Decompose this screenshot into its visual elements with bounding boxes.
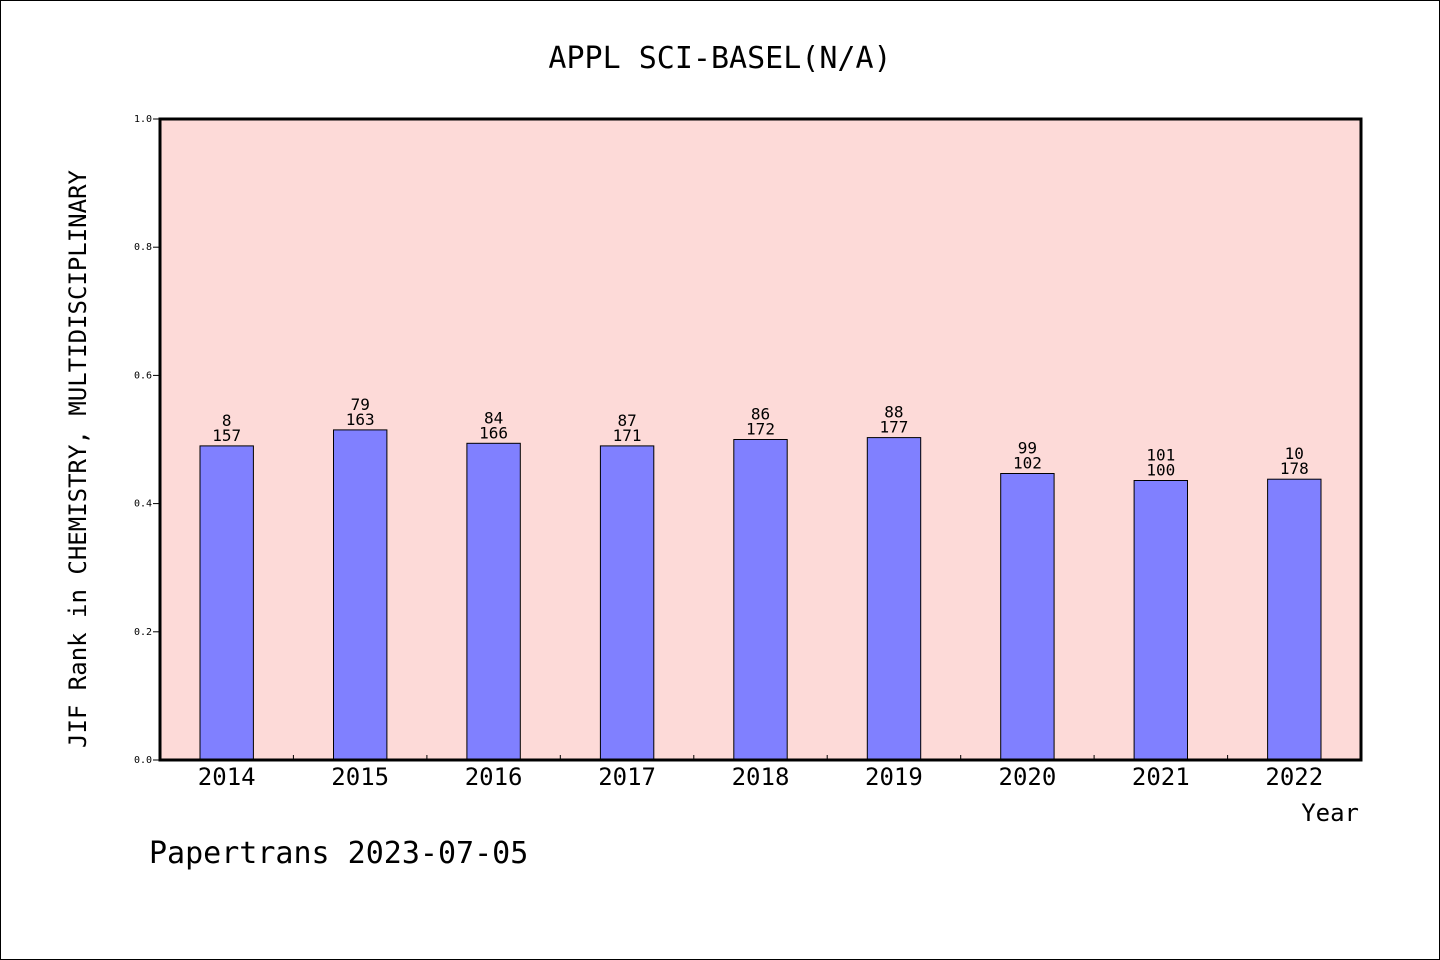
bar-rank-label: 88 bbox=[884, 403, 903, 422]
bar bbox=[599, 445, 655, 761]
bar-total-label: 177 bbox=[879, 418, 908, 437]
bar-rank-label: 8 bbox=[222, 411, 232, 430]
bar-rank-label: 10 bbox=[1285, 444, 1304, 463]
bar bbox=[199, 445, 254, 761]
x-tick-label: 2020 bbox=[999, 763, 1057, 791]
plot-frame bbox=[158, 117, 1363, 762]
bar-rank-label: 84 bbox=[484, 408, 503, 427]
bar-total-label: 100 bbox=[1146, 461, 1175, 480]
y-tick-label: 0.2 bbox=[134, 627, 152, 638]
bar-rank-label: 87 bbox=[617, 411, 636, 430]
bar-total-label: 157 bbox=[212, 426, 241, 445]
x-tick-label: 2022 bbox=[1265, 763, 1323, 791]
bar bbox=[466, 442, 521, 761]
y-tick-label: 0.8 bbox=[134, 242, 152, 253]
x-tick-label: 2017 bbox=[598, 763, 656, 791]
bar-total-label: 102 bbox=[1013, 454, 1042, 473]
x-tick-label: 2021 bbox=[1132, 763, 1190, 791]
bar-total-label: 178 bbox=[1280, 459, 1309, 478]
bar bbox=[866, 437, 922, 761]
bar bbox=[1133, 480, 1188, 761]
bar bbox=[733, 439, 788, 761]
x-tick-label: 2019 bbox=[865, 763, 923, 791]
y-tick-label: 1.0 bbox=[134, 114, 152, 125]
y-tick-label: 0.6 bbox=[134, 370, 152, 381]
y-axis-label: JIF Rank in CHEMISTRY, MULTIDISCIPLINARY bbox=[64, 169, 92, 748]
x-tick-label: 2014 bbox=[198, 763, 256, 791]
footer-text: Papertrans 2023-07-05 bbox=[149, 836, 528, 871]
x-tick-label: 2016 bbox=[465, 763, 523, 791]
bar bbox=[1267, 478, 1322, 761]
x-axis-label: Year bbox=[1301, 799, 1359, 827]
bar-total-label: 171 bbox=[613, 426, 642, 445]
x-tick-label: 2015 bbox=[331, 763, 389, 791]
bar-rank-label: 99 bbox=[1018, 439, 1037, 458]
ticks-layer: 2014 2015 2016 2017 2018 2019 2020 2021 2022 0.0 0… bbox=[134, 114, 1323, 791]
bar-total-label: 172 bbox=[746, 420, 775, 439]
x-tick-label: 2018 bbox=[732, 763, 790, 791]
chart-title: APPL SCI-BASEL(N/A) bbox=[548, 41, 891, 76]
bar-rank-label: 79 bbox=[351, 395, 370, 414]
y-tick-label: 0.0 bbox=[134, 755, 152, 766]
bar-rank-label: 86 bbox=[751, 405, 770, 424]
bar-total-label: 163 bbox=[346, 410, 375, 429]
bar bbox=[333, 429, 388, 761]
y-tick-label: 0.4 bbox=[134, 499, 152, 510]
bar bbox=[1000, 473, 1055, 761]
bar-rank-label: 101 bbox=[1146, 446, 1175, 465]
bar-total-label: 166 bbox=[479, 423, 508, 442]
